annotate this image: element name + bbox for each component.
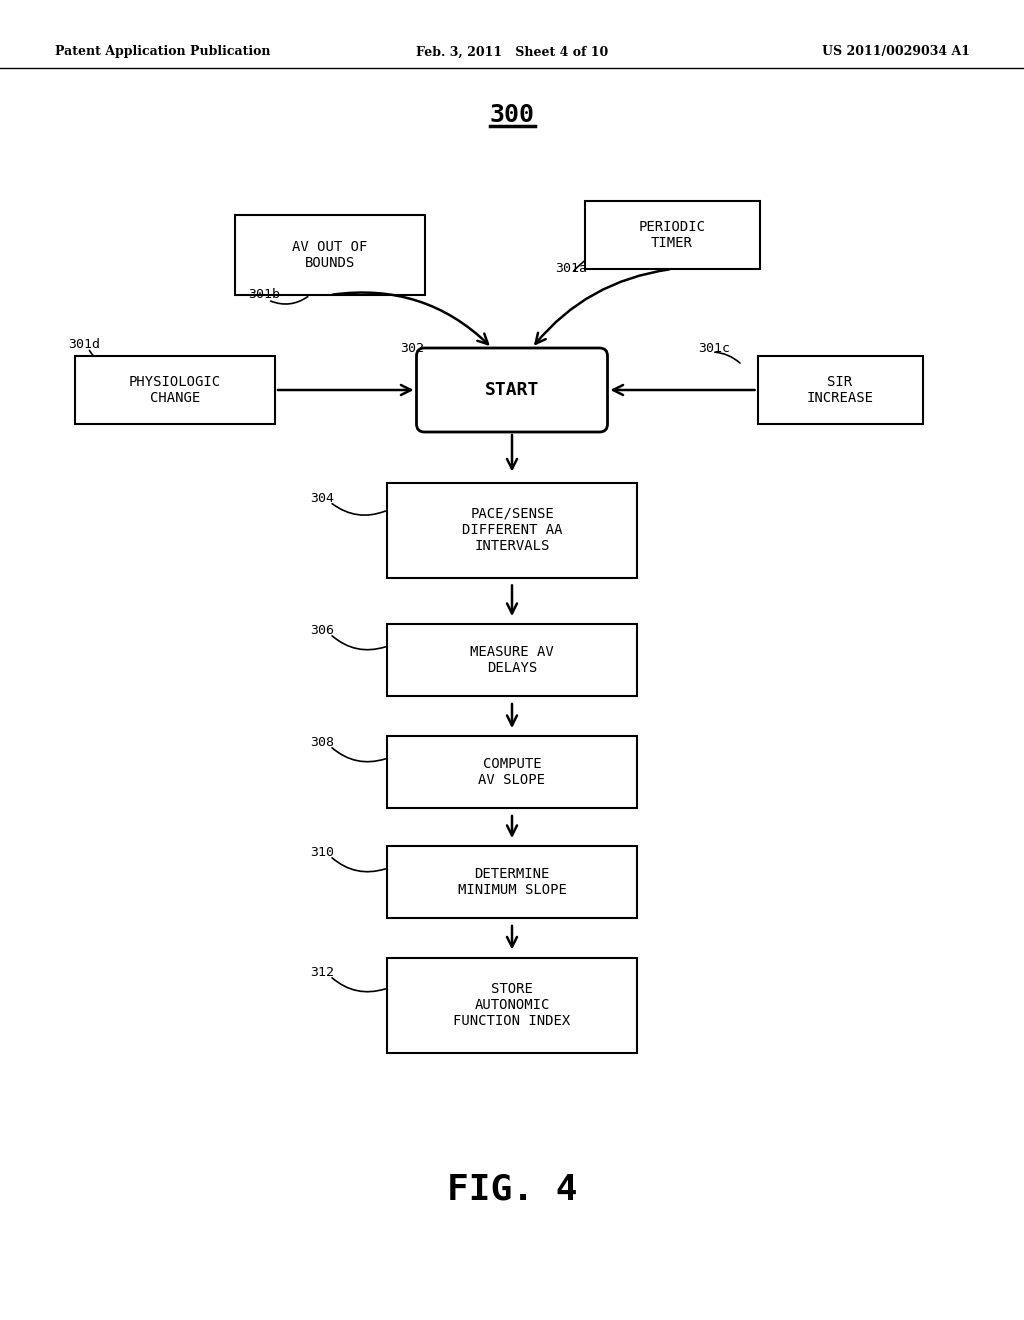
Text: 306: 306 (310, 623, 334, 636)
FancyBboxPatch shape (387, 624, 637, 696)
Text: MEASURE AV
DELAYS: MEASURE AV DELAYS (470, 645, 554, 675)
Text: 301b: 301b (248, 289, 280, 301)
FancyBboxPatch shape (234, 215, 425, 294)
FancyBboxPatch shape (387, 846, 637, 917)
Text: PERIODIC
TIMER: PERIODIC TIMER (639, 220, 706, 249)
Text: 308: 308 (310, 735, 334, 748)
FancyBboxPatch shape (75, 356, 275, 424)
FancyBboxPatch shape (417, 348, 607, 432)
Text: 302: 302 (400, 342, 424, 355)
FancyBboxPatch shape (387, 737, 637, 808)
Text: COMPUTE
AV SLOPE: COMPUTE AV SLOPE (478, 756, 546, 787)
Text: 301c: 301c (698, 342, 730, 355)
FancyBboxPatch shape (585, 201, 760, 269)
FancyBboxPatch shape (387, 483, 637, 578)
Text: SIR
INCREASE: SIR INCREASE (807, 375, 873, 405)
Text: 304: 304 (310, 491, 334, 504)
Text: DETERMINE
MINIMUM SLOPE: DETERMINE MINIMUM SLOPE (458, 867, 566, 898)
Text: 310: 310 (310, 846, 334, 858)
Text: 301a: 301a (555, 261, 587, 275)
Text: PACE/SENSE
DIFFERENT AA
INTERVALS: PACE/SENSE DIFFERENT AA INTERVALS (462, 507, 562, 553)
Text: STORE
AUTONOMIC
FUNCTION INDEX: STORE AUTONOMIC FUNCTION INDEX (454, 982, 570, 1028)
Text: AV OUT OF
BOUNDS: AV OUT OF BOUNDS (292, 240, 368, 271)
Text: 300: 300 (489, 103, 535, 127)
Text: US 2011/0029034 A1: US 2011/0029034 A1 (822, 45, 970, 58)
Text: PHYSIOLOGIC
CHANGE: PHYSIOLOGIC CHANGE (129, 375, 221, 405)
FancyBboxPatch shape (387, 957, 637, 1052)
Text: Feb. 3, 2011   Sheet 4 of 10: Feb. 3, 2011 Sheet 4 of 10 (416, 45, 608, 58)
Text: Patent Application Publication: Patent Application Publication (55, 45, 270, 58)
FancyBboxPatch shape (758, 356, 923, 424)
Text: 312: 312 (310, 965, 334, 978)
Text: START: START (484, 381, 540, 399)
Text: 301d: 301d (68, 338, 100, 351)
Text: FIG. 4: FIG. 4 (446, 1173, 578, 1206)
